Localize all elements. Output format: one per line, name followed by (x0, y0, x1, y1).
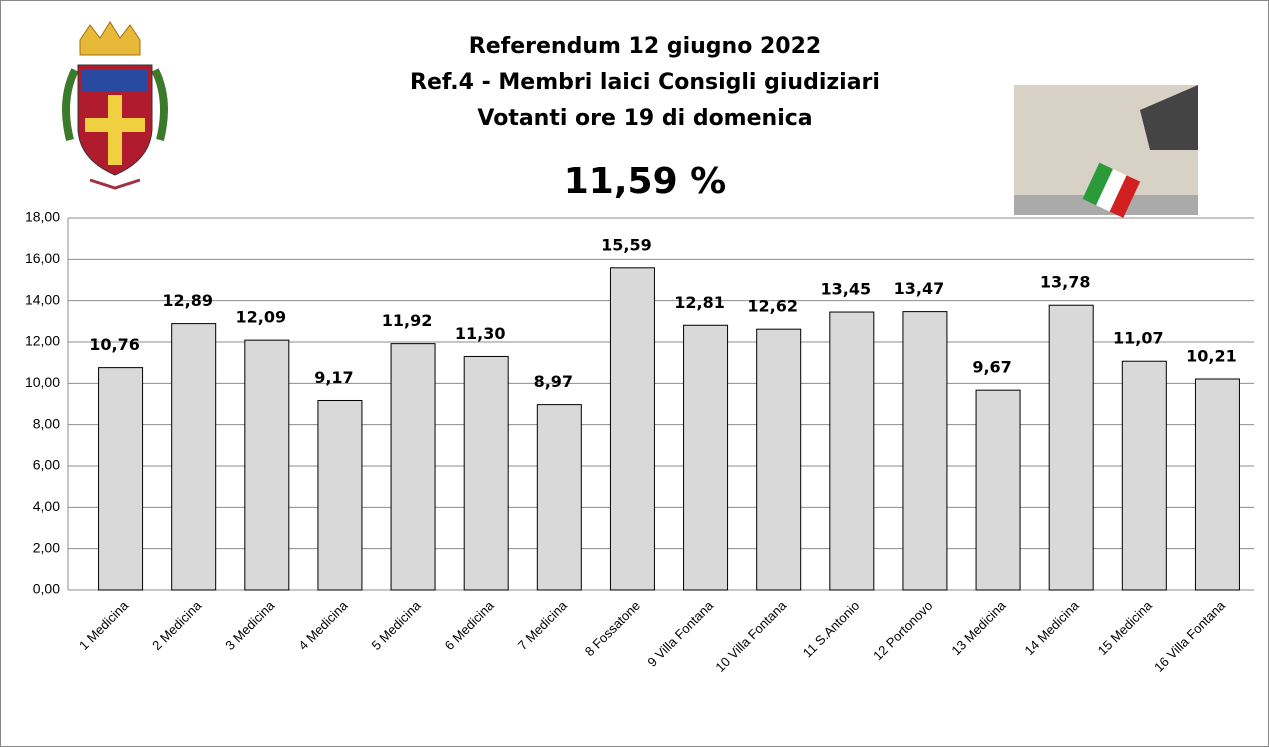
y-tick-label: 12,00 (25, 333, 60, 349)
bar (1121, 360, 1167, 591)
y-tick-label: 6,00 (33, 457, 60, 473)
bar (609, 267, 655, 591)
value-label: 11,30 (455, 324, 506, 343)
value-label: 12,09 (236, 308, 287, 327)
bar (829, 311, 875, 591)
y-tick-label: 16,00 (25, 250, 60, 266)
y-tick-label: 8,00 (33, 415, 60, 431)
y-tick-label: 18,00 (25, 209, 60, 225)
value-label: 10,21 (1186, 346, 1237, 365)
constitution-image (1014, 85, 1198, 218)
value-label: 10,76 (89, 335, 140, 354)
bar (1048, 304, 1094, 591)
bar (902, 311, 948, 591)
bar (756, 328, 802, 591)
y-tick-label: 2,00 (33, 539, 60, 555)
value-label: 13,45 (821, 280, 872, 299)
value-label: 9,67 (972, 358, 1011, 377)
value-label: 12,81 (674, 293, 725, 312)
value-label: 12,89 (162, 291, 213, 310)
chart-title: Votanti ore 19 di domenica (477, 106, 812, 131)
value-label: 13,47 (894, 279, 945, 298)
value-label: 9,17 (314, 368, 353, 387)
value-label: 11,07 (1113, 329, 1164, 348)
bar (463, 355, 509, 591)
bar (390, 343, 436, 591)
bar (536, 404, 582, 591)
bar (683, 324, 729, 591)
bar (1194, 378, 1240, 591)
bar (317, 399, 363, 591)
coat-of-arms (62, 21, 168, 190)
bar (244, 339, 290, 591)
y-tick-label: 14,00 (25, 291, 60, 307)
chart-title: Referendum 12 giugno 2022 (469, 34, 821, 59)
chart-title: Ref.4 - Membri laici Consigli giudiziari (410, 70, 880, 95)
bar (98, 367, 144, 591)
y-tick-label: 10,00 (25, 374, 60, 390)
value-label: 12,62 (747, 297, 798, 316)
y-tick-label: 4,00 (33, 498, 60, 514)
bar (171, 323, 217, 591)
y-tick-label: 0,00 (33, 581, 60, 597)
bar (975, 389, 1021, 591)
value-label: 13,78 (1040, 273, 1091, 292)
value-label: 15,59 (601, 235, 652, 254)
value-label: 11,92 (382, 311, 433, 330)
annotation: 11,59 % (564, 161, 726, 202)
value-label: 8,97 (534, 372, 573, 391)
